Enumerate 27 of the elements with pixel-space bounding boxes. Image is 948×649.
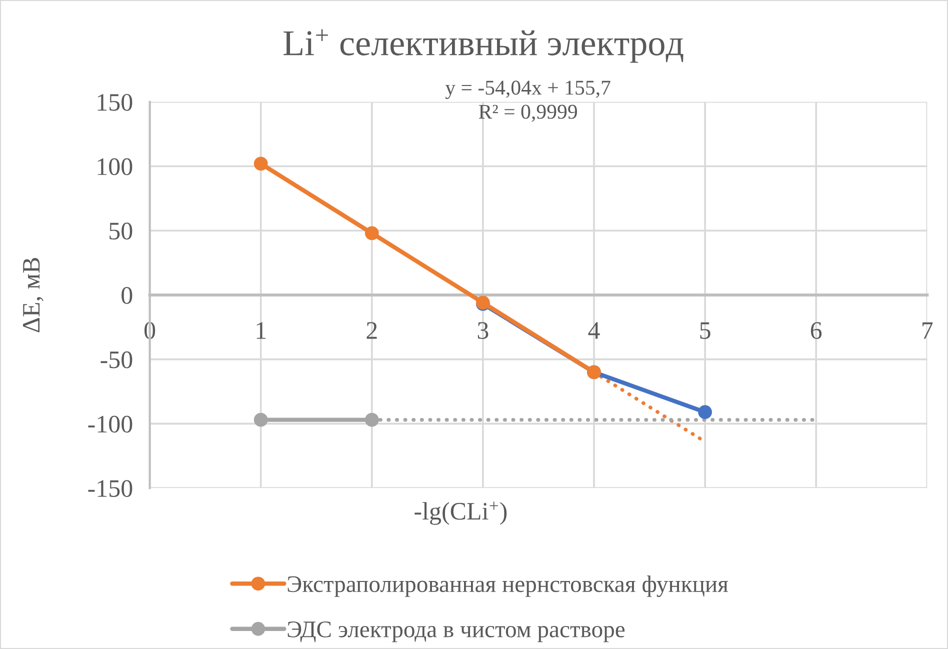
x-tick-label: 6 — [810, 322, 822, 339]
y-tick-label: 0 — [122, 287, 132, 304]
point — [254, 412, 268, 427]
chart-title: Li$^{+}$ селективный электрод — [284, 29, 684, 63]
y-tick-label: 50 — [110, 222, 132, 240]
x-axis-title: -lg(CLi$^{+}$) — [414, 502, 507, 525]
x-tick-label: 7 — [922, 322, 933, 339]
legend-label: ЭДС электрода в чистом растворе — [288, 622, 625, 642]
x-tick-label: 2 — [366, 322, 377, 339]
annotation: R² = 0,9999 — [478, 104, 577, 122]
x-tick-label: 0 — [144, 322, 156, 339]
legend-label: Экстраполированная нернстовская функция — [288, 576, 728, 597]
x-tick-label: 3 — [478, 322, 488, 339]
y-axis-title: ΔE, мВ — [23, 258, 44, 332]
point — [254, 156, 268, 171]
y-tick-label: 100 — [98, 158, 132, 176]
y-tick-label: 150 — [98, 94, 132, 111]
point — [364, 412, 379, 427]
x-tick-label: 1 — [256, 322, 266, 339]
x-tick-label: 4 — [588, 322, 600, 339]
point — [364, 226, 379, 240]
text: y = -54,04x + 155,7 — [445, 80, 610, 100]
y-tick-label: -100 — [88, 416, 132, 433]
y-tick-label: -150 — [88, 480, 132, 497]
y-tick-label: -50 — [100, 351, 132, 368]
point — [698, 405, 712, 420]
x-tick-label: 5 — [700, 322, 710, 339]
